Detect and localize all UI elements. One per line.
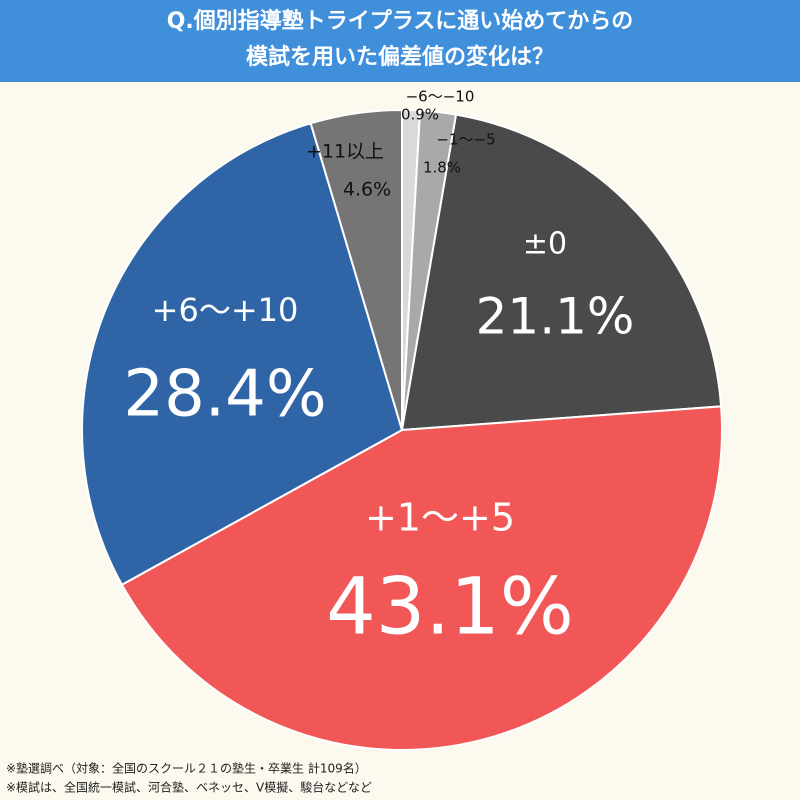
value-label: 1.8% xyxy=(423,159,461,177)
title-banner xyxy=(0,0,800,82)
slice-label: ±0 xyxy=(523,227,567,262)
value-label: 43.1% xyxy=(326,562,574,652)
pie-slice xyxy=(309,108,403,431)
chart-title: Q.個別指導塾トライプラスに通い始めてからの xyxy=(167,8,634,34)
value-label: 28.4% xyxy=(123,358,326,432)
pie-slice xyxy=(80,122,404,587)
footnote: ※塾選調べ（対象：全国のスクール２１の塾生・卒業生 計109名） xyxy=(6,761,367,776)
slice-label: −1〜−5 xyxy=(436,131,495,149)
slice-label: +1〜+5 xyxy=(365,496,515,540)
slice-label: +11以上 xyxy=(306,141,384,163)
chart-title: 模試を用いた偏差値の変化は？ xyxy=(246,44,554,70)
value-label: 4.6% xyxy=(343,179,391,201)
slice-label: +6〜+10 xyxy=(152,291,299,329)
value-label: 0.9% xyxy=(401,106,439,124)
footnote: ※模試は、全国統一模試、河合塾、ベネッセ、V模擬、駿台などなど xyxy=(6,780,372,795)
pie-slice xyxy=(120,405,723,751)
pie-slice xyxy=(400,113,723,432)
slice-label: −6〜−10 xyxy=(406,88,475,106)
value-label: 21.1% xyxy=(476,288,635,346)
